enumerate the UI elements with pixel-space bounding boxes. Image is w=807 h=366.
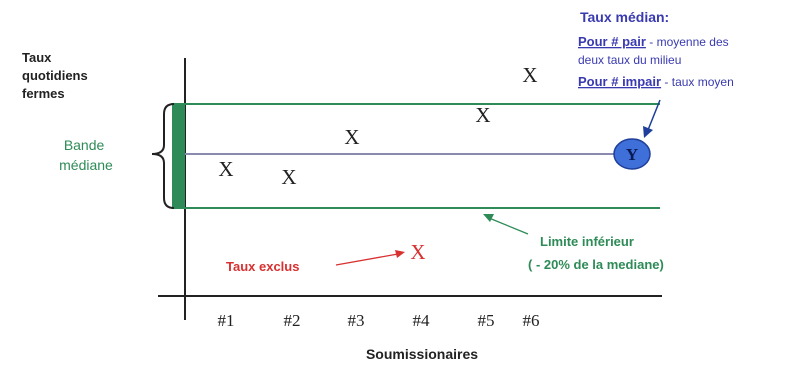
bidder-label-2: #2 (284, 311, 301, 330)
lower-limit-arrow (488, 217, 529, 235)
bidder-label-5: #5 (478, 311, 495, 330)
median-note-arrow (647, 99, 661, 131)
median-marker (613, 138, 651, 170)
band-fill-bar (172, 104, 185, 208)
excluded-arrowhead (395, 250, 405, 258)
median-note-arrowhead (643, 126, 653, 138)
bidder-label-4: #4 (413, 311, 431, 330)
lower-limit-arrowhead (483, 214, 494, 222)
bidder-label-3: #3 (348, 311, 365, 330)
point-marker-2: X (281, 165, 296, 189)
median-marker-label: Y (626, 145, 638, 164)
y-axis-label: Taux quotidiens fermes (22, 50, 91, 101)
point-marker-1: X (218, 157, 233, 181)
bidder-label-6: #6 (523, 311, 540, 330)
lower-limit-label: Limite inférieur ( - 20% de la mediane) (528, 234, 664, 272)
point-marker-5: X (475, 103, 490, 127)
point-marker-3: X (344, 125, 359, 149)
median-note-title: Taux médian: (580, 9, 669, 25)
band-label: Bande médiane (59, 137, 113, 173)
excluded-arrow (335, 253, 399, 266)
point-marker-excluded: X (410, 240, 425, 264)
median-note-odd: Pour # impair - taux moyen (578, 74, 734, 89)
median-note-even: Pour # pair - moyenne des (578, 34, 729, 49)
x-axis-label: Soumissionaires (366, 346, 478, 362)
point-marker-6: X (522, 63, 537, 87)
band-brace (151, 103, 175, 209)
median-note-even-2: deux taux du milieu (578, 53, 681, 67)
excluded-label: Taux exclus (226, 259, 299, 274)
bidder-label-1: #1 (218, 311, 235, 330)
